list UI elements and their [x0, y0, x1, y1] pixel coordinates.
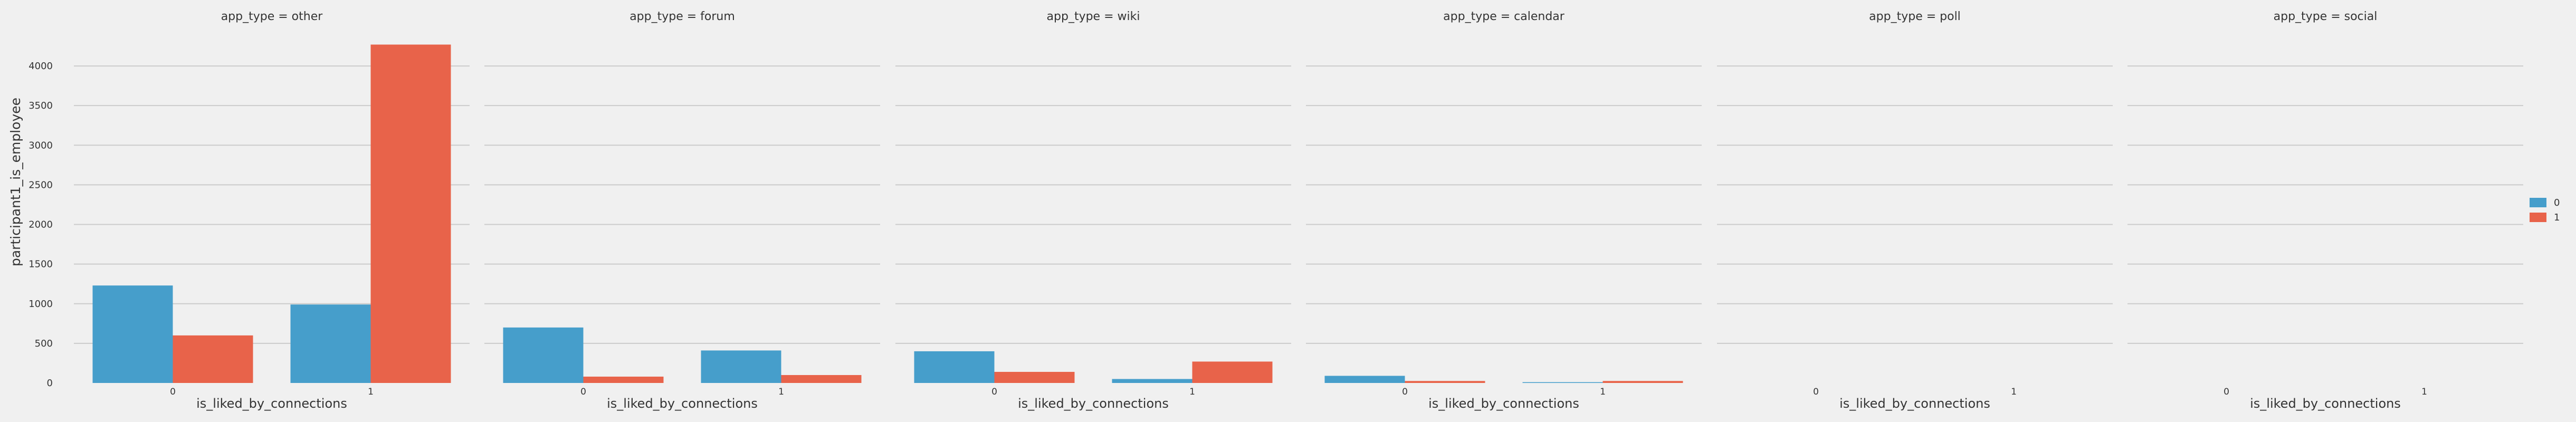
- x-tick-label: 0: [2224, 387, 2229, 397]
- legend-label: 0: [2554, 197, 2560, 208]
- facet-title: app_type = other: [221, 10, 323, 23]
- facet-title: app_type = calendar: [1443, 10, 1565, 23]
- bar: [583, 376, 664, 383]
- bar: [92, 285, 173, 383]
- bar: [1324, 376, 1405, 383]
- y-tick-label: 0: [47, 378, 53, 389]
- y-tick-label: 3500: [28, 100, 53, 111]
- legend-swatch: [2530, 198, 2546, 207]
- bar: [290, 304, 371, 383]
- bar: [1405, 381, 1485, 383]
- facet-panel: app_type = calendar 0 1 is_liked_by_connect…: [1306, 10, 1702, 411]
- bar: [370, 44, 451, 383]
- x-tick-label: 0: [170, 387, 176, 397]
- facet-panel: app_type = social 0 1 is_liked_by_connectio…: [2127, 10, 2523, 411]
- x-tick-label: 1: [2011, 387, 2017, 397]
- x-axis-label: is_liked_by_connections: [1018, 396, 1169, 411]
- facet-title: app_type = wiki: [1047, 10, 1140, 23]
- legend: 01: [2530, 197, 2560, 223]
- bar: [503, 327, 584, 383]
- bar: [1112, 379, 1192, 383]
- x-axis-label: is_liked_by_connections: [2250, 396, 2401, 411]
- x-tick-label: 1: [1189, 387, 1195, 397]
- facet-panel: app_type = forum 0 1 is_liked_by_connection…: [484, 10, 880, 411]
- y-tick-label: 4000: [28, 61, 53, 72]
- x-axis-label: is_liked_by_connections: [196, 396, 347, 411]
- y-tick-label: 500: [35, 338, 53, 349]
- legend-swatch: [2530, 213, 2546, 222]
- facet-title: app_type = social: [2274, 10, 2378, 23]
- legend-label: 1: [2554, 212, 2560, 223]
- y-tick-label: 1500: [28, 259, 53, 270]
- bar: [1192, 361, 1273, 383]
- bar: [1522, 382, 1603, 383]
- x-tick-label: 0: [1402, 387, 1408, 397]
- y-tick-label: 2000: [28, 219, 53, 231]
- x-axis-label: is_liked_by_connections: [607, 396, 758, 411]
- bar: [914, 351, 995, 383]
- x-axis-label: is_liked_by_connections: [1839, 396, 1990, 411]
- bar: [173, 335, 253, 383]
- facet-panel: app_type = other 0 1 is_liked_by_connection…: [28, 10, 470, 411]
- y-tick-label: 2500: [28, 179, 53, 190]
- facet-title: app_type = poll: [1869, 10, 1961, 23]
- x-tick-label: 1: [1600, 387, 1606, 397]
- bar: [701, 350, 781, 383]
- y-tick-label: 3000: [28, 140, 53, 151]
- bar: [1602, 381, 1683, 383]
- x-tick-label: 0: [991, 387, 997, 397]
- facet-panel: app_type = poll 0 1 is_liked_by_connections: [1717, 10, 2113, 411]
- bar: [994, 371, 1075, 383]
- x-axis-label: is_liked_by_connections: [1428, 396, 1579, 411]
- x-tick-label: 0: [1813, 387, 1819, 397]
- x-tick-label: 1: [2421, 387, 2427, 397]
- x-tick-label: 1: [368, 387, 374, 397]
- y-axis-label: participant1_is_employee: [8, 98, 23, 266]
- bar: [781, 375, 862, 383]
- x-tick-label: 1: [778, 387, 784, 397]
- y-tick-label: 1000: [28, 299, 53, 310]
- facet-title: app_type = forum: [629, 10, 735, 23]
- facet-panels: app_type = other 0 1 is_liked_by_connection…: [28, 10, 2523, 411]
- facet-panel: app_type = wiki 0 1 is_liked_by_connections: [895, 10, 1291, 411]
- x-tick-label: 0: [580, 387, 586, 397]
